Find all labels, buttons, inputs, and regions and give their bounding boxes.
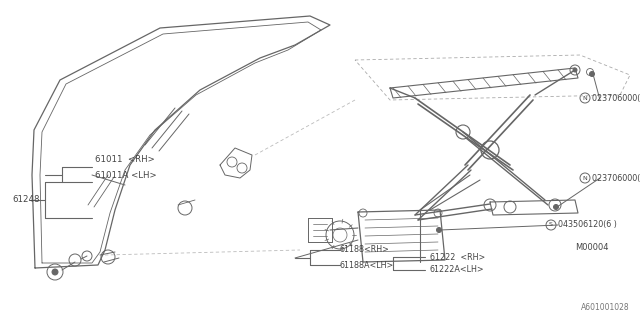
Text: 023706000(8 ): 023706000(8 ) — [592, 173, 640, 182]
Circle shape — [589, 71, 595, 76]
Text: 61248: 61248 — [12, 196, 40, 204]
Circle shape — [436, 228, 442, 233]
Text: 61222A<LH>: 61222A<LH> — [430, 266, 484, 275]
Circle shape — [484, 199, 496, 211]
Text: 043506120(6 ): 043506120(6 ) — [558, 220, 617, 229]
Text: M00004: M00004 — [575, 244, 609, 252]
Text: 61188<RH>: 61188<RH> — [340, 245, 390, 254]
Text: 61188A<LH>: 61188A<LH> — [340, 260, 394, 269]
Circle shape — [573, 68, 577, 72]
Circle shape — [52, 269, 58, 275]
Text: 023706000(8 ): 023706000(8 ) — [592, 93, 640, 102]
Circle shape — [456, 125, 470, 139]
Circle shape — [554, 204, 559, 210]
Text: 61222  <RH>: 61222 <RH> — [430, 252, 485, 261]
Text: 61011  <RH>: 61011 <RH> — [95, 156, 155, 164]
Text: N: N — [582, 95, 588, 100]
Text: A601001028: A601001028 — [581, 303, 630, 312]
Text: 61011A <LH>: 61011A <LH> — [95, 171, 157, 180]
Circle shape — [481, 141, 499, 159]
Text: S: S — [549, 222, 553, 228]
Text: N: N — [582, 175, 588, 180]
